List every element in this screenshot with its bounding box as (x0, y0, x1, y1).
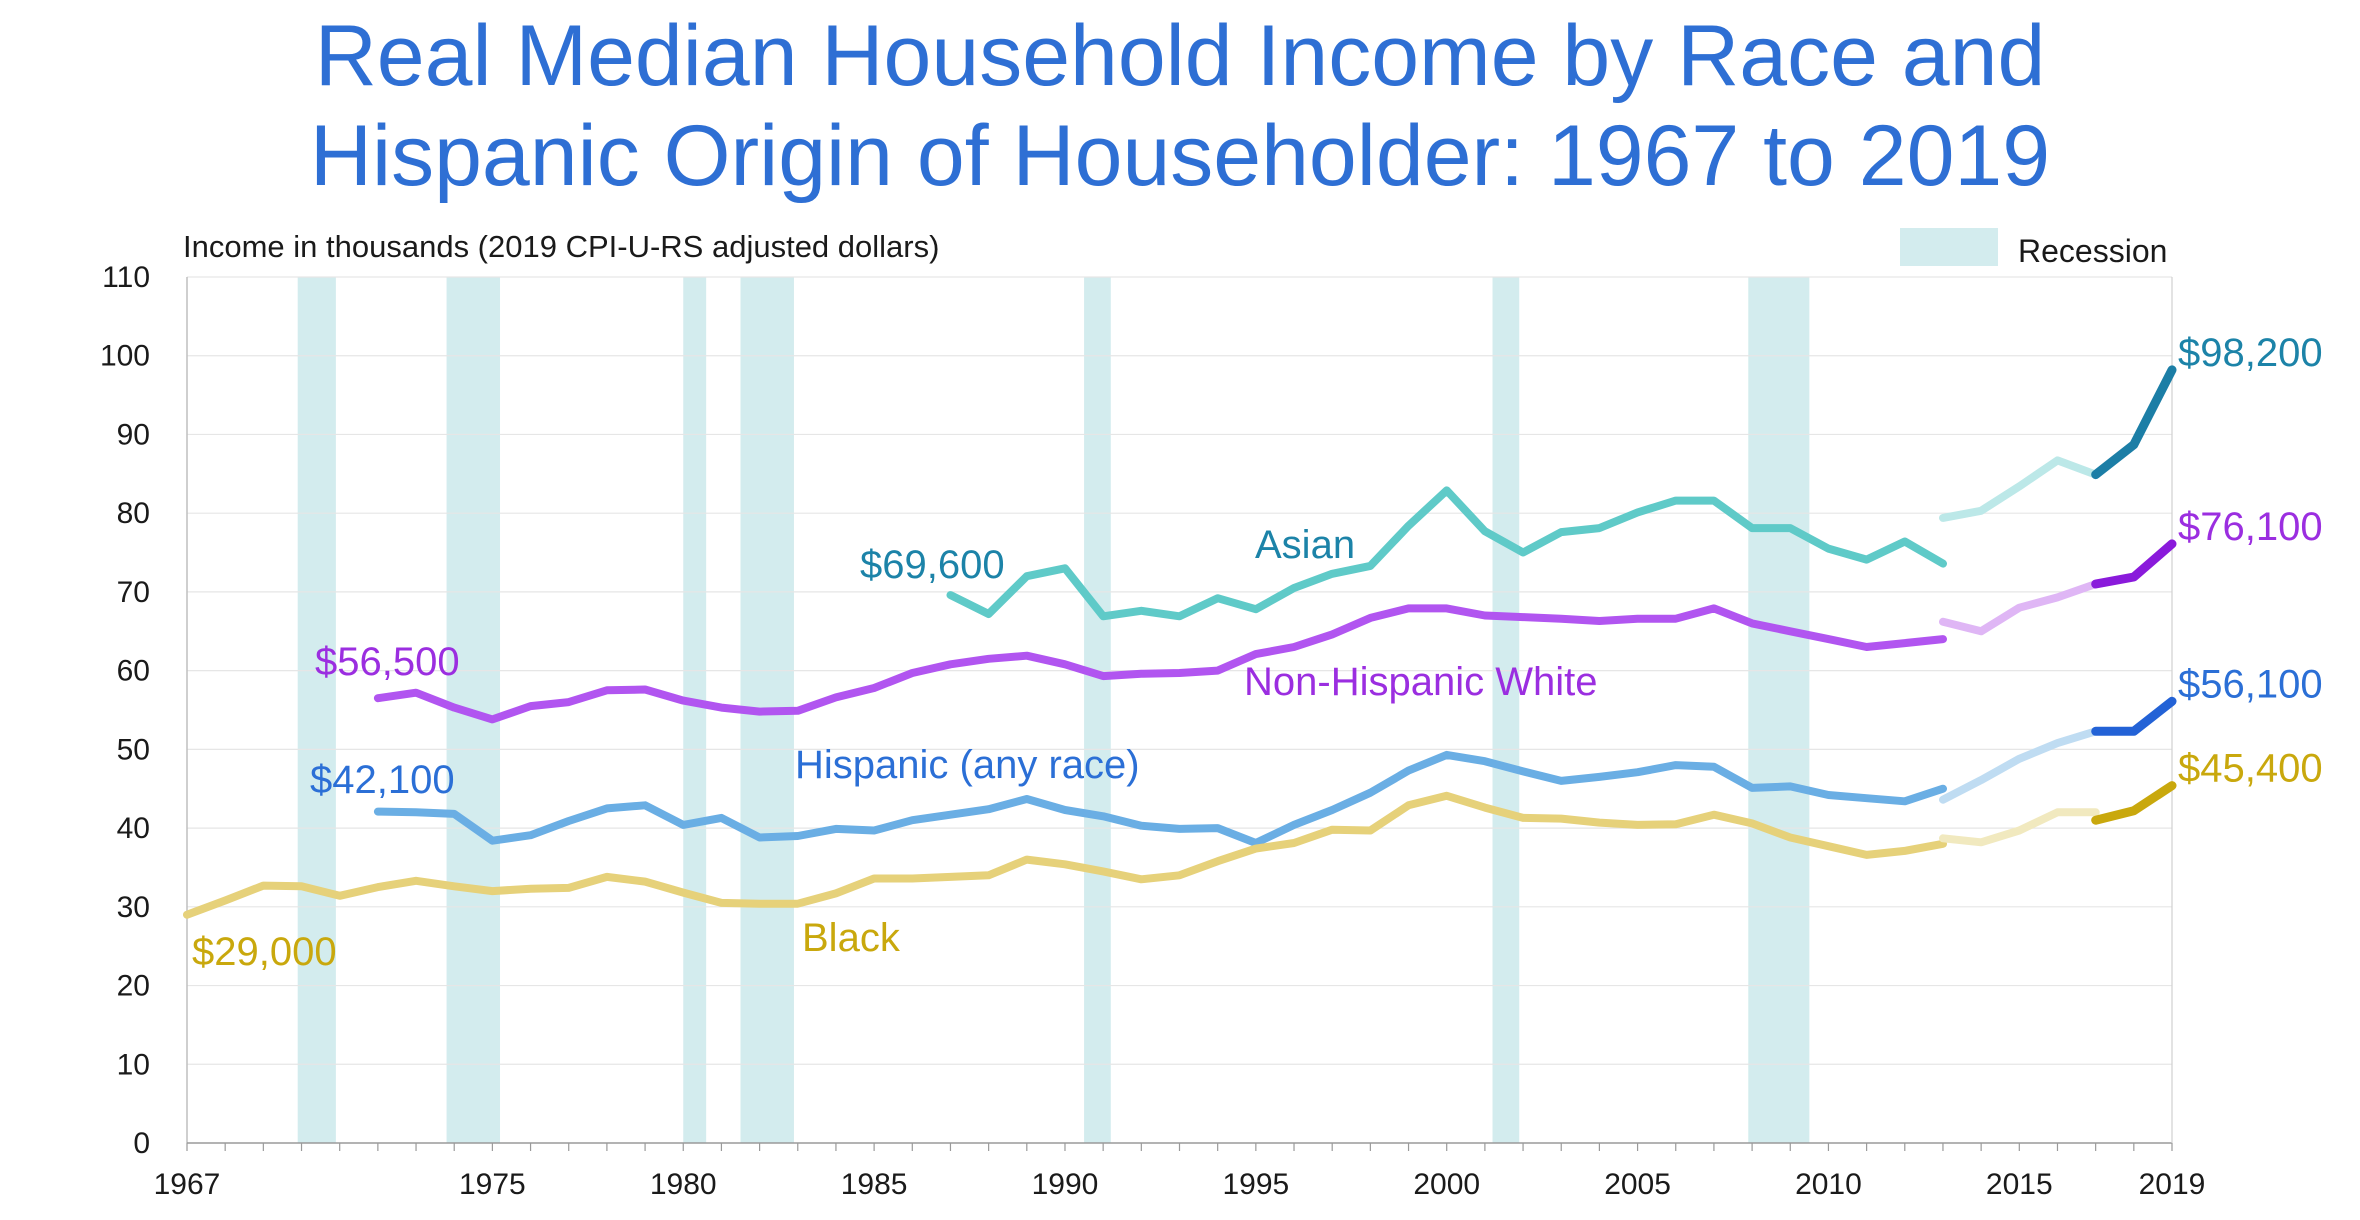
series-line-asian-dark (2091, 365, 2177, 480)
y-tick-label: 50 (117, 733, 150, 766)
gridlines (187, 276, 2172, 1065)
y-tick-label: 0 (133, 1127, 150, 1160)
series-black (183, 781, 2177, 919)
x-tick-label: 1980 (650, 1168, 717, 1201)
y-tick-label: 90 (117, 418, 150, 451)
series-line-asian-main (946, 486, 1947, 621)
y-tick-label: 60 (117, 655, 150, 688)
x-tick-label: 2000 (1413, 1168, 1480, 1201)
x-tick-label: 1975 (459, 1168, 526, 1201)
series-line-hispanic-any-race-light (1939, 727, 2100, 804)
chart-title: Real Median Household Income by Race and… (0, 6, 2360, 206)
y-tick-label: 110 (102, 261, 150, 294)
series-line-non-hispanic-white-light (1939, 580, 2100, 636)
legend: Recession (1900, 228, 2167, 269)
y-axis-label: Income in thousands (2019 CPI-U-RS adjus… (183, 229, 939, 264)
end-value-label: $98,200 (2178, 331, 2323, 375)
series-lines (183, 365, 2177, 919)
series-name-label: Black (802, 916, 901, 960)
x-tick-label: 1990 (1032, 1168, 1099, 1201)
axes: 0 10 20 30 40 50 60 70 80 90 100 110 1967 1975 1980 198… (100, 261, 2205, 1201)
y-tick-label: 70 (117, 576, 150, 609)
start-value-label: $29,000 (192, 930, 337, 974)
recession-band (1748, 277, 1810, 1143)
y-tick-label: 80 (117, 497, 150, 530)
x-tick-label: 2010 (1795, 1168, 1862, 1201)
series-name-label: Non-Hispanic White (1244, 660, 1597, 704)
end-value-label: $56,100 (2178, 662, 2323, 706)
start-value-label: $42,100 (310, 758, 455, 802)
series-non-hispanic-white (373, 539, 2177, 724)
y-tick-label: 100 (100, 340, 150, 373)
x-tick-label: 1995 (1222, 1168, 1289, 1201)
series-line-non-hispanic-white-dark (2091, 539, 2177, 589)
chart-title-line-1: Real Median Household Income by Race and (314, 8, 2046, 104)
legend-recession-label: Recession (2018, 233, 2167, 269)
chart-title-line-2: Hispanic Origin of Householder: 1967 to … (309, 108, 2051, 204)
end-value-label: $76,100 (2178, 505, 2323, 549)
series-line-hispanic-any-race-main (373, 750, 1947, 847)
series-hispanic-any-race (373, 696, 2177, 847)
y-tick-label: 20 (117, 970, 150, 1003)
x-tick-label: 1967 (154, 1168, 221, 1201)
series-name-label: Asian (1255, 523, 1355, 567)
legend-recession-swatch (1900, 228, 1998, 266)
series-name-label: Hispanic (any race) (795, 743, 1140, 787)
x-tick-label: 1985 (841, 1168, 908, 1201)
series-asian (946, 365, 2177, 621)
y-tick-label: 10 (117, 1048, 150, 1081)
series-line-black-dark (2091, 781, 2177, 825)
x-tick-label: 2015 (1986, 1168, 2053, 1201)
start-value-label: $69,600 (860, 543, 1005, 587)
recession-band (297, 277, 336, 1143)
recession-band (1084, 277, 1111, 1143)
recession-band (683, 277, 707, 1143)
series-line-non-hispanic-white-main (373, 604, 1947, 724)
series-line-black-light (1939, 808, 2100, 847)
series-line-black-main (183, 791, 1947, 919)
series-line-hispanic-any-race-dark (2091, 696, 2177, 736)
start-value-label: $56,500 (315, 640, 460, 684)
series-line-asian-light (1939, 456, 2100, 522)
y-tick-label: 40 (117, 812, 150, 845)
end-value-label: $45,400 (2178, 747, 2323, 791)
recession-band (1492, 277, 1520, 1143)
chart-labels: Asian $69,600 $98,200 Non-Hispanic White $56… (192, 331, 2323, 974)
x-tick-label: 2005 (1604, 1168, 1671, 1201)
x-tick-label: 2019 (2139, 1168, 2206, 1201)
recession-bands (297, 277, 1810, 1143)
y-tick-label: 30 (117, 891, 150, 924)
